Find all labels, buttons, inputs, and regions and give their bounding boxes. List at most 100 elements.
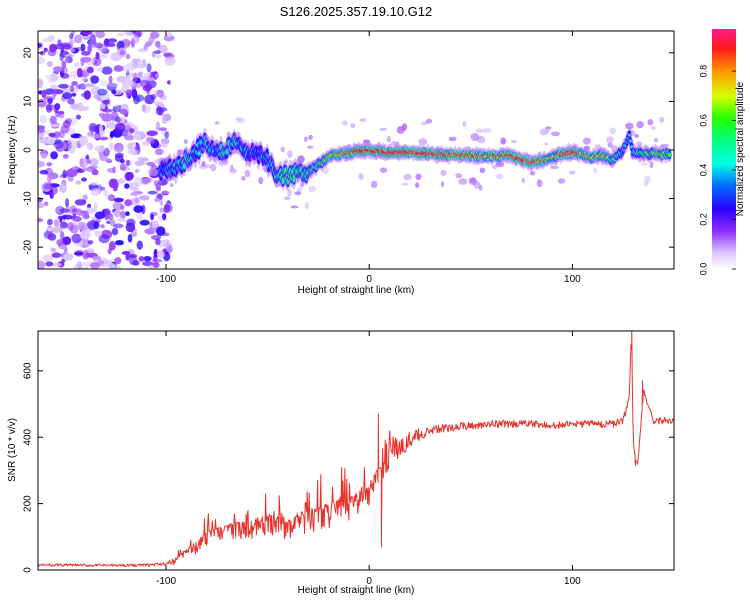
faint-blob: [294, 191, 302, 196]
noise-blob: [149, 31, 160, 39]
noise-blob: [115, 257, 122, 263]
noise-blob: [160, 239, 171, 243]
faint-blob: [659, 117, 665, 123]
faint-blob: [468, 177, 477, 186]
noise-blob: [38, 128, 46, 133]
ridge-core: [628, 139, 633, 143]
noise-blob: [67, 138, 75, 146]
noise-blob: [75, 212, 88, 216]
spectrogram-y-axis-label: Frequency (Hz): [7, 116, 18, 185]
noise-blob: [162, 213, 167, 221]
noise-blob: [43, 183, 53, 190]
noise-blob: [101, 108, 113, 113]
faint-blob: [418, 138, 428, 146]
spectrogram-y-ticks: -20 -10 0 10 20: [23, 47, 674, 254]
faint-blob: [660, 143, 669, 148]
faint-blob: [403, 173, 412, 181]
chart-title: S126.2025.357.19.10.G12: [280, 4, 433, 19]
faint-blob: [536, 179, 543, 188]
noise-blob: [83, 266, 89, 269]
faint-blob: [569, 170, 576, 175]
noise-blob: [145, 41, 153, 47]
noise-blob: [139, 219, 150, 226]
noise-blob: [156, 250, 165, 259]
noise-blob: [136, 212, 143, 220]
noise-blob: [69, 47, 75, 53]
noise-blob: [100, 145, 105, 149]
noise-blob: [90, 188, 102, 197]
snr-panel: -100 0 100 0 200 400 600 Height of straight l…: [7, 330, 675, 596]
faint-blob: [362, 139, 371, 144]
noise-blob: [42, 38, 51, 43]
noise-blob: [109, 131, 115, 138]
noise-blob: [50, 262, 62, 267]
noise-blob: [154, 197, 161, 203]
noise-blob: [62, 236, 72, 245]
noise-blob: [38, 202, 45, 209]
faint-blob: [606, 136, 614, 144]
noise-blob: [109, 142, 114, 151]
ridge-core: [667, 153, 672, 157]
noise-blob: [81, 177, 87, 182]
noise-blob: [51, 252, 62, 258]
noise-blob: [133, 72, 138, 83]
noise-blob: [112, 201, 123, 211]
noise-blob: [38, 98, 47, 108]
noise-blob: [120, 210, 126, 220]
faint-blob: [458, 178, 468, 185]
noise-blob: [166, 31, 172, 38]
faint-blob: [544, 142, 548, 146]
colorbar-tick-label: 0.8: [698, 65, 708, 78]
faint-blob: [482, 127, 491, 133]
noise-blob: [47, 98, 53, 105]
noise-blob: [87, 220, 99, 230]
noise-blob: [38, 260, 45, 269]
noise-blob: [63, 44, 72, 50]
noise-blob: [99, 80, 108, 87]
noise-blob: [123, 31, 131, 35]
noise-blob: [43, 47, 48, 53]
noise-blob: [107, 194, 116, 202]
noise-blob: [58, 83, 69, 89]
noise-blob: [86, 131, 93, 138]
noise-blob: [86, 66, 94, 74]
noise-blob: [47, 233, 57, 241]
noise-blob: [158, 127, 167, 131]
noise-blob: [134, 160, 144, 166]
noise-blob: [133, 94, 145, 102]
faint-blob: [425, 118, 433, 124]
noise-blob: [50, 73, 59, 82]
faint-blob: [308, 185, 316, 193]
noise-blob: [40, 153, 48, 159]
noise-blob: [44, 88, 55, 95]
noise-blob: [117, 178, 126, 185]
noise-blob: [100, 224, 105, 229]
noise-blob: [121, 84, 130, 91]
faint-blob: [386, 135, 391, 143]
faint-blob: [280, 146, 285, 153]
faint-blob: [201, 160, 206, 167]
y-tick-label: -20: [23, 239, 34, 254]
noise-blob: [111, 227, 119, 236]
noise-blob: [72, 216, 82, 222]
faint-blob: [647, 119, 654, 126]
noise-blob: [38, 131, 45, 138]
faint-blob: [232, 151, 237, 155]
noise-blob: [65, 198, 69, 208]
noise-blob: [67, 176, 74, 182]
ridge-core: [292, 176, 296, 181]
faint-blob: [321, 166, 329, 175]
faint-blob: [635, 141, 643, 146]
noise-blob: [76, 67, 83, 78]
faint-blob: [636, 121, 644, 129]
spectrogram-x-axis-label: Height of straight line (km): [298, 285, 415, 296]
noise-blob: [57, 110, 65, 115]
faint-blob: [290, 205, 299, 209]
noise-blob: [127, 149, 139, 155]
y-tick-label: 200: [23, 495, 34, 512]
noise-blob: [113, 223, 124, 229]
faint-blob: [224, 160, 230, 166]
noise-blob: [155, 73, 160, 79]
noise-blob: [94, 125, 101, 134]
noise-blob: [84, 83, 95, 88]
